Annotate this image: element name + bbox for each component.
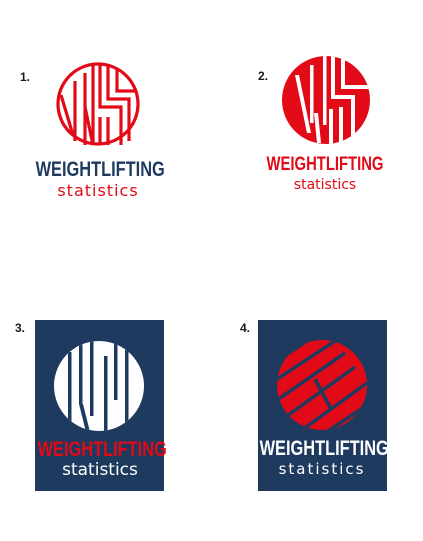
tagline: statistics [57,181,139,200]
ws-monogram-solid-icon [282,56,370,144]
wordmark: WEIGHTLIFTING [266,154,384,175]
wordmark: WEIGHTLIFTING [259,437,389,460]
tagline: statistics [278,460,366,478]
wordmark: WEIGHTLIFTING [37,438,167,461]
wordmark: WEIGHTLIFTING [35,158,165,181]
variant-number: 3. [15,321,26,335]
ws-monogram-outline-icon [56,62,140,146]
variant-number: 4. [240,321,251,335]
tagline: statistics [62,460,138,480]
variant-number: 1. [20,70,31,84]
ws-monogram-diagonal-icon [277,340,367,430]
tagline: statistics [293,177,357,193]
variant-number: 2. [258,69,269,83]
ws-monogram-white-icon [54,341,144,431]
